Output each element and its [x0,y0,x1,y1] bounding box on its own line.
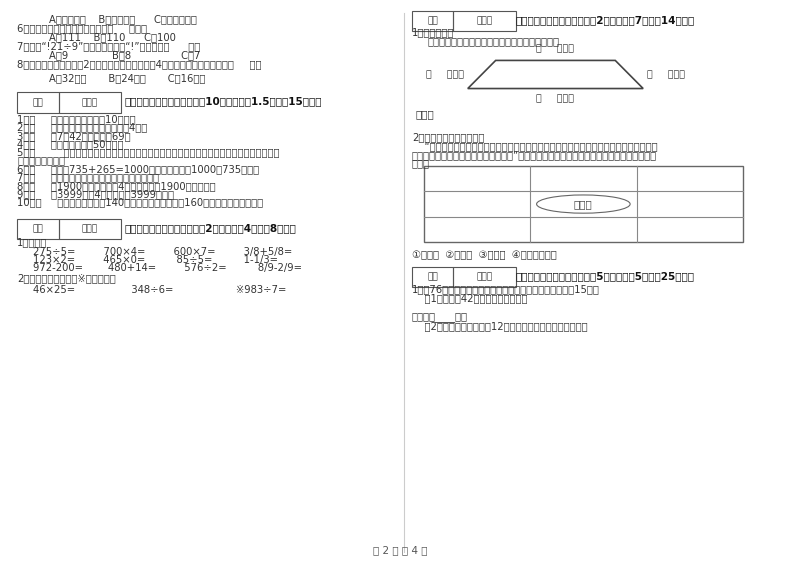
Text: 2．（     ）正方形的周长是它的边长的4倍。: 2．（ ）正方形的周长是它的边长的4倍。 [18,122,147,132]
Text: 假山石: 假山石 [574,199,593,209]
Text: 评卷人: 评卷人 [82,98,98,107]
Text: 评卷人: 评卷人 [82,225,98,233]
Bar [58,93,121,112]
Bar [454,11,515,31]
Text: 得分: 得分 [427,272,438,281]
Text: 得分: 得分 [33,225,43,233]
Text: 123×2=         465×0=          85÷5=          1-1/3=: 123×2= 465×0= 85÷5= 1-1/3= [34,255,278,265]
Text: 7．要使“!21÷9”的商是三位数，“!”里只能填（      ）。: 7．要使“!21÷9”的商是三位数，“!”里只能填（ ）。 [18,41,201,51]
Text: 6．（     ）根据735+265=1000，可以直接写出1000－735的差。: 6．（ ）根据735+265=1000，可以直接写出1000－735的差。 [18,164,259,174]
Bar [18,219,58,239]
Text: （2）把剩余的票按每张12元全部售出，可以收款多少元？: （2）把剩余的票按每张12元全部售出，可以收款多少元？ [412,321,587,331]
Text: （     ）毫米: （ ）毫米 [537,94,574,103]
Bar [454,267,515,287]
Text: 46×25=                  348÷6=                    ※983÷7=: 46×25= 348÷6= ※983÷7= [34,285,286,295]
Text: 275÷5=         700×4=         600×7=         3/8+5/8=: 275÷5= 700×4= 600×7= 3/8+5/8= [34,246,293,257]
Text: 972-200=        480+14=         576÷2=          8/9-2/9=: 972-200= 480+14= 576÷2= 8/9-2/9= [34,263,302,273]
Text: 8．（     ）1900年的年份数是4的倍数，所以1900年是闰年。: 8．（ ）1900年的年份数是4的倍数，所以1900年是闰年。 [18,181,216,191]
Text: （     ）毫米: （ ）毫米 [647,70,685,79]
Text: 置上。: 置上。 [412,158,430,168]
Text: 6．最大的三位数是最大一位数的（     ）倍。: 6．最大的三位数是最大一位数的（ ）倍。 [18,23,147,33]
Text: A．开关插座    B．拧开瓶盖      C．转动的风车: A．开关插座 B．拧开瓶盖 C．转动的风车 [50,14,197,24]
Text: 7．（     ）长方形的周长就是它四条边长度的和。: 7．（ ）长方形的周长就是它四条边长度的和。 [18,172,159,182]
Text: A．111    B．110      C．100: A．111 B．110 C．100 [50,32,176,42]
Text: 量出每条边的长度，以毫米为单位，并计算周长。: 量出每条边的长度，以毫米为单位，并计算周长。 [428,36,560,46]
Text: 边是男装区，男装区的南边是女装区。”。根据以上的描述请你把服装城的字号标在适当的位: 边是男装区，男装区的南边是女装区。”。根据以上的描述请你把服装城的字号标在适当的… [412,150,657,160]
Bar [412,11,454,31]
Text: 8．一个正方形的边长是2厘米，现在将边长扩大到4倍，现在正方形的周长是（     ）。: 8．一个正方形的边长是2厘米，现在将边长扩大到4倍，现在正方形的周长是（ ）。 [18,59,262,69]
Text: A．32厘米       B．24厘米       C．16厘米: A．32厘米 B．24厘米 C．16厘米 [50,73,206,83]
Text: 六、活用知识，解决问题（儐5小题，每题5分，儑25分）。: 六、活用知识，解决问题（儐5小题，每题5分，儑25分）。 [515,271,694,281]
Text: “走进服装城大门，正北面是假山石和童装区，假山的东面是中老年服装区，假山的西北: “走进服装城大门，正北面是假山石和童装区，假山的东面是中老年服装区，假山的西北 [412,141,658,151]
Text: 2．列竖式计算，（带※的要验算）: 2．列竖式计算，（带※的要验算） [18,273,116,284]
Bar [18,93,58,112]
Bar [412,267,454,287]
Text: 1．（     ）小明家客厅面积是10公顿。: 1．（ ）小明家客厅面积是10公顿。 [18,114,136,124]
Text: 方形的周长相等。: 方形的周长相等。 [18,155,66,166]
Text: A．9              B．8                C．7: A．9 B．8 C．7 [50,50,201,60]
Text: 2．仔细观察，认真填空。: 2．仔细观察，认真填空。 [412,132,484,142]
Text: 9．（     ）3999克与4千克相比，3999克重。: 9．（ ）3999克与4千克相比，3999克重。 [18,189,174,199]
Text: 第 2 页 共 4 页: 第 2 页 共 4 页 [373,545,427,555]
Text: 10．（     ）一条河平均水深140厘米，一匹小马身高是160厘米，它肯定能通过。: 10．（ ）一条河平均水深140厘米，一匹小马身高是160厘米，它肯定能通过。 [18,198,263,207]
Bar [424,166,743,242]
Text: 1．口算：: 1．口算： [18,237,48,247]
Text: 得分: 得分 [33,98,43,107]
Text: 得分: 得分 [427,16,438,25]
Text: 五、认真思考，综合能力（儐2小题，每题7分，儑14分）。: 五、认真思考，综合能力（儐2小题，每题7分，儑14分）。 [515,15,695,25]
Text: 三、仔细推敬，正确判断（儐10小题，每题1.5分，儕15分）。: 三、仔细推敬，正确判断（儐10小题，每题1.5分，儕15分）。 [125,97,322,106]
Text: 1．朖76个坐位的森林音乐厅将举行音乐会，每张票售价是15元。: 1．朖76个坐位的森林音乐厅将举行音乐会，每张票售价是15元。 [412,284,600,294]
Bar [58,219,121,239]
Text: 5．（         ）用同一条铁丝先围成一个最大的正方形，再围成一个最大的长方形，长方形和正: 5．（ ）用同一条铁丝先围成一个最大的正方形，再围成一个最大的长方形，长方形和正 [18,147,280,158]
Text: 1．动手操作。: 1．动手操作。 [412,27,454,37]
Text: 4．（     ）一本故事书约50千克。: 4．（ ）一本故事书约50千克。 [18,139,124,149]
Text: 周长：: 周长： [416,110,434,119]
Text: 3．（     ）7个42相加的和是69。: 3．（ ）7个42相加的和是69。 [18,131,131,141]
Text: 四、看清题目，细心计算（儐2小题，每题4分，儐8分）。: 四、看清题目，细心计算（儐2小题，每题4分，儐8分）。 [125,223,297,233]
Text: （1）已售吧42张票，收款多少元？: （1）已售吧42张票，收款多少元？ [412,293,527,303]
Text: 评卷人: 评卷人 [477,16,493,25]
Text: （     ）毫米: （ ）毫米 [537,45,574,54]
Text: ①童装区  ②男装区  ③女装区  ④中老年服装区: ①童装区 ②男装区 ③女装区 ④中老年服装区 [412,250,557,260]
Text: （     ）毫米: （ ）毫米 [426,70,464,79]
Text: 评卷人: 评卷人 [477,272,493,281]
Text: 答：收款____元。: 答：收款____元。 [412,312,468,322]
